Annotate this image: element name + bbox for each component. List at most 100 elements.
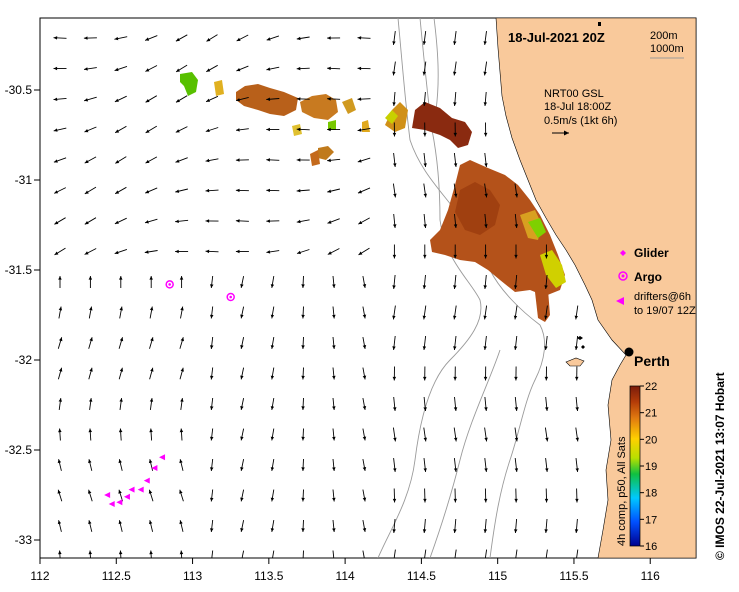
current-vector-head	[145, 37, 150, 41]
current-vector-head	[301, 314, 305, 319]
drifter-legend-marker	[616, 297, 624, 305]
current-vector-head	[210, 559, 214, 563]
current-vector-head	[270, 375, 275, 380]
current-vector-head	[422, 346, 427, 350]
current-vector-head	[180, 398, 184, 402]
current-vector-head	[484, 193, 488, 198]
current-vector-head	[114, 67, 119, 72]
argo-float-center	[168, 283, 171, 286]
current-vector-head	[84, 98, 89, 102]
current-vector-head	[575, 376, 579, 381]
x-tick-label: 112	[30, 569, 49, 583]
current-vector-head	[119, 367, 124, 372]
current-vector-head	[149, 428, 153, 433]
current-vector-head	[240, 528, 244, 532]
current-vector-head	[266, 37, 271, 41]
current-vector-head	[206, 68, 211, 72]
current-vector-head	[270, 528, 275, 532]
current-vector-head	[149, 520, 153, 525]
current-vector-head	[484, 498, 488, 503]
current-vector-head	[327, 189, 332, 193]
current-vector	[484, 549, 488, 558]
current-vector-head	[483, 132, 488, 137]
current-vector	[272, 550, 275, 558]
x-tick-label: 115	[488, 569, 507, 583]
colorbar-tick-label: 19	[645, 461, 657, 473]
current-vector-head	[118, 489, 122, 494]
current-vector-head	[270, 497, 275, 502]
current-vector-head	[179, 459, 183, 464]
current-vector-head	[484, 163, 488, 167]
current-vector-head	[119, 337, 124, 342]
drifter-position	[159, 454, 166, 461]
colorbar-tick-label: 16	[645, 541, 657, 553]
current-vector-head	[206, 98, 211, 102]
current-vector-head	[357, 128, 362, 132]
current-vector-head	[332, 467, 336, 471]
current-vector-head	[393, 163, 397, 167]
current-vector-head	[574, 346, 579, 350]
current-vector-head	[266, 250, 271, 254]
current-vector-head	[83, 36, 88, 40]
current-vector-head	[114, 250, 119, 255]
current-vector-head	[513, 315, 518, 320]
current-vector-head	[483, 254, 488, 259]
current-vector-head	[89, 306, 93, 311]
current-vector-head	[392, 498, 397, 503]
current-vector-head	[575, 560, 578, 564]
current-vector-head	[327, 220, 332, 224]
current-vector-head	[514, 407, 519, 411]
current-vector-head	[59, 337, 63, 342]
current-vector-head	[514, 254, 518, 259]
current-vector	[241, 550, 245, 558]
current-vector-head	[327, 158, 331, 163]
current-vector-head	[332, 559, 336, 563]
current-vector-head	[296, 219, 301, 224]
y-tick-label: -30.5	[5, 83, 33, 97]
current-vector-head	[235, 219, 240, 223]
current-vector-head	[271, 559, 274, 563]
current-vector-head	[514, 560, 517, 564]
current-vector-head	[266, 67, 271, 71]
current-vector-head	[513, 346, 518, 350]
current-vector-head	[240, 436, 244, 441]
current-vector-head	[332, 406, 336, 410]
credit-text: © IMOS 22-Jul-2021 13:07 Hobart	[713, 372, 727, 560]
current-vector-head	[544, 346, 548, 350]
current-vector-head	[210, 497, 214, 502]
current-vector-head	[89, 398, 93, 402]
drifter-position	[108, 501, 115, 507]
current-vector-head	[115, 160, 120, 164]
current-vector-head	[296, 127, 301, 132]
current-vector	[302, 550, 304, 558]
current-vector-head	[240, 559, 243, 563]
current-vector-head	[454, 437, 458, 442]
current-vector-head	[544, 529, 548, 533]
current-vector-head	[88, 428, 92, 433]
current-vector-head	[175, 249, 179, 254]
current-vector-head	[483, 529, 488, 533]
current-vector-head	[240, 467, 244, 471]
current-vector-head	[235, 158, 240, 162]
current-vector-head	[362, 375, 367, 380]
current-vector-head	[210, 314, 214, 319]
current-vector-field	[53, 31, 579, 564]
current-vector-head	[423, 224, 427, 228]
y-tick-label: -32.5	[5, 443, 33, 457]
current-vector-head	[575, 468, 579, 472]
current-vector-head	[235, 249, 240, 254]
current-vector-head	[115, 129, 120, 133]
current-vector-head	[392, 560, 395, 564]
current-vector-head	[301, 284, 305, 288]
current-vector-head	[88, 459, 92, 464]
y-tick-label: -33	[15, 533, 33, 547]
current-vector-head	[150, 367, 154, 372]
current-vector-head	[119, 398, 123, 402]
current-vector-head	[118, 550, 123, 555]
current-vector-head	[544, 254, 549, 259]
current-vector-head	[144, 250, 149, 254]
current-vector-head	[296, 36, 301, 41]
current-vector-head	[175, 37, 180, 42]
current-vector-head	[393, 193, 397, 198]
drifter-legend-label: drifters@6h	[634, 291, 691, 303]
